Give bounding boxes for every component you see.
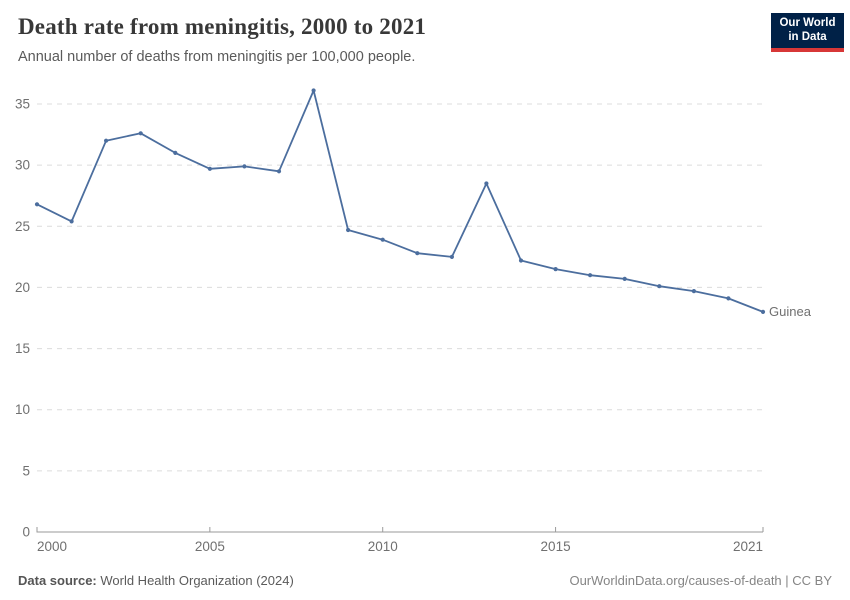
data-point: [760, 309, 766, 314]
y-tick-label: 10: [15, 402, 30, 417]
x-tick-label: 2000: [37, 539, 67, 554]
data-point: [415, 251, 420, 256]
series-group: [34, 88, 766, 314]
y-tick-label: 0: [22, 525, 30, 540]
data-point: [69, 219, 74, 224]
data-point: [346, 227, 351, 233]
data-point: [622, 276, 627, 281]
x-tick-label: 2021: [733, 539, 763, 554]
data-point: [449, 254, 454, 259]
y-tick-label: 25: [15, 219, 30, 234]
data-point: [518, 258, 524, 263]
data-point: [34, 202, 40, 207]
page-title: Death rate from meningitis, 2000 to 2021: [18, 14, 427, 39]
data-source-value: World Health Organization (2024): [96, 573, 294, 588]
data-point: [484, 181, 489, 186]
data-point: [726, 296, 731, 301]
data-point: [138, 131, 143, 136]
data-point: [173, 150, 178, 155]
data-point: [276, 169, 282, 174]
data-point: [311, 88, 316, 93]
y-tick-label: 5: [22, 463, 30, 478]
y-axis-labels: 0 5 10 15 20 25 30 35: [15, 97, 30, 540]
data-point: [657, 284, 662, 289]
owid-logo[interactable]: Our World in Data: [771, 13, 844, 52]
y-tick-label: 15: [15, 341, 30, 356]
y-tick-label: 35: [15, 97, 30, 112]
owid-logo-line2: in Data: [788, 30, 827, 43]
owid-logo-line1: Our World: [779, 17, 836, 29]
x-tick-label: 2005: [195, 539, 225, 554]
credit-link[interactable]: OurWorldinData.org/causes-of-death | CC …: [569, 573, 832, 588]
chart-header: Death rate from meningitis, 2000 to 2021…: [18, 13, 844, 65]
data-point: [207, 166, 212, 171]
data-point: [588, 273, 593, 278]
chart-footer: Data source: World Health Organization (…: [18, 573, 832, 588]
data-source: Data source: World Health Organization (…: [18, 573, 294, 588]
data-point: [380, 237, 385, 242]
x-tick-label: 2015: [541, 539, 571, 554]
series-line-guinea: [36, 89, 764, 313]
x-tick-label: 2010: [368, 539, 398, 554]
series-end-label-guinea: Guinea: [769, 304, 812, 319]
title-block: Death rate from meningitis, 2000 to 2021…: [18, 13, 426, 65]
data-point: [691, 289, 697, 294]
data-source-label: Data source:: [18, 573, 97, 588]
data-point: [553, 267, 558, 272]
x-axis: 2000 2005 2010 2015 2021: [36, 527, 764, 554]
chart-subtitle: Annual number of deaths from meningitis …: [18, 48, 416, 65]
y-tick-label: 30: [15, 158, 30, 173]
data-point: [104, 138, 109, 143]
y-tick-label: 20: [15, 280, 30, 295]
gridlines: [37, 103, 763, 472]
data-point: [242, 164, 247, 169]
